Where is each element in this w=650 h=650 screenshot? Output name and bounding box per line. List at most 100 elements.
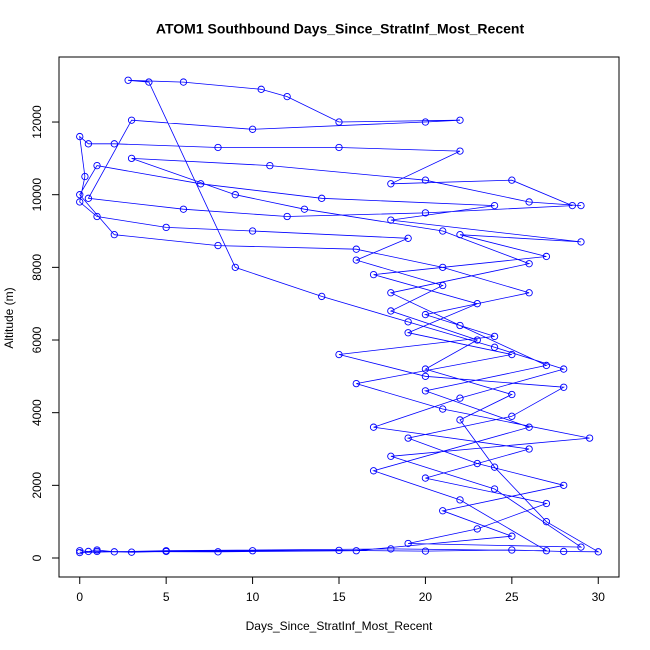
y-tick-label: 12000 [30, 105, 44, 139]
point [525, 198, 533, 206]
point [257, 85, 265, 93]
point [179, 205, 188, 213]
point [594, 548, 602, 556]
point [542, 499, 551, 508]
point [404, 318, 412, 326]
point [525, 289, 533, 297]
y-tick-label: 2000 [30, 472, 44, 499]
point [456, 394, 464, 402]
point [456, 147, 464, 155]
point [81, 172, 89, 181]
point [283, 92, 291, 101]
point [473, 300, 481, 308]
y-axis-label: Altitude (m) [2, 287, 16, 348]
point [93, 161, 101, 170]
point [421, 372, 430, 380]
point [456, 321, 464, 330]
x-tick-label: 5 [163, 590, 170, 604]
point [473, 525, 481, 533]
point [456, 416, 464, 424]
point [266, 161, 274, 170]
point [335, 546, 343, 555]
point [473, 336, 481, 344]
point [248, 227, 257, 235]
point [404, 329, 412, 337]
y-tick-label: 6000 [30, 326, 44, 353]
point [76, 548, 84, 557]
point [439, 263, 447, 272]
x-tick-label: 0 [76, 590, 83, 604]
point [84, 140, 93, 148]
point [542, 252, 551, 261]
y-tick-label: 8000 [30, 254, 44, 281]
point [214, 548, 222, 556]
point [352, 245, 360, 253]
point [248, 125, 257, 133]
point [248, 547, 257, 555]
point [335, 118, 343, 126]
point [335, 350, 343, 359]
point [283, 212, 291, 221]
point [110, 231, 118, 239]
point [318, 292, 326, 301]
point [124, 76, 132, 84]
point [404, 234, 412, 242]
point [369, 270, 378, 279]
x-axis-label: Days_Since_StratInf_Most_Recent [246, 619, 433, 633]
point [145, 78, 153, 86]
chart-title: ATOM1 Southbound Days_Since_StratInf_Mos… [156, 21, 525, 37]
point [84, 194, 93, 202]
point [335, 143, 343, 152]
point [93, 212, 101, 221]
y-tick-label: 10000 [30, 178, 44, 212]
point [76, 547, 84, 555]
point [76, 132, 84, 141]
y-tick-label: 0 [30, 554, 44, 561]
point [577, 238, 585, 246]
point [439, 227, 447, 235]
point [352, 256, 360, 264]
point [404, 539, 412, 548]
point [560, 481, 568, 489]
point [508, 176, 516, 184]
point [525, 445, 533, 453]
point [456, 116, 464, 124]
point [508, 412, 516, 420]
point [542, 547, 551, 555]
point [439, 281, 447, 290]
point [93, 547, 101, 556]
point [300, 205, 309, 213]
point [508, 350, 516, 359]
point [490, 343, 499, 351]
point [525, 423, 533, 431]
point [127, 116, 136, 124]
point [231, 191, 239, 199]
x-tick-label: 10 [246, 590, 260, 604]
point [542, 518, 551, 526]
point [456, 496, 464, 504]
point [197, 180, 205, 188]
point [560, 547, 568, 556]
point [127, 154, 136, 163]
point [214, 241, 222, 250]
point [110, 140, 118, 148]
point [490, 463, 499, 471]
point [421, 365, 430, 373]
point [456, 231, 464, 239]
point [421, 118, 430, 126]
point [387, 452, 395, 460]
point [387, 545, 395, 553]
x-tick-label: 30 [592, 590, 606, 604]
point [369, 423, 378, 431]
point [473, 459, 481, 468]
point [110, 548, 118, 556]
point [490, 201, 499, 210]
point [421, 387, 430, 395]
point [490, 485, 499, 493]
point [214, 143, 222, 152]
point [421, 474, 430, 482]
point [439, 405, 447, 413]
point [387, 307, 395, 315]
x-tick-label: 15 [332, 590, 346, 604]
point [542, 361, 551, 370]
